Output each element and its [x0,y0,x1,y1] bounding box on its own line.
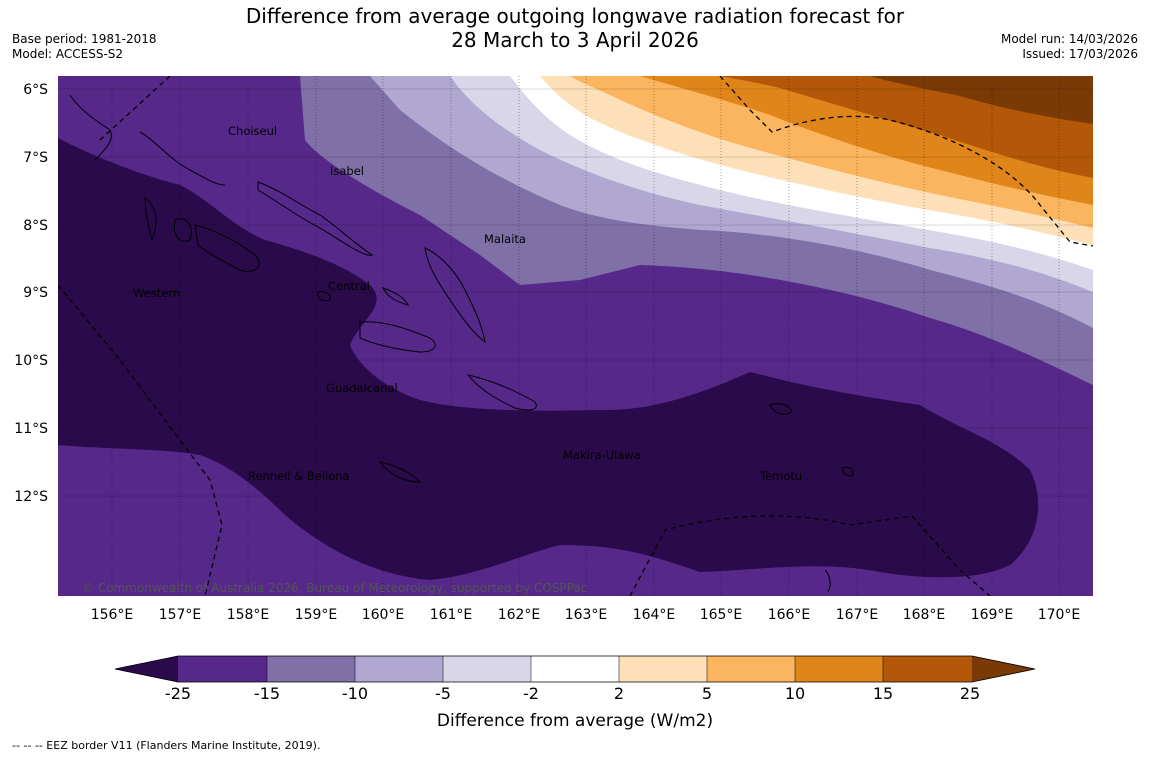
colorbar-tick: -15 [254,684,280,703]
lon-label: 170°E [1038,607,1081,623]
island-isabel [257,181,374,256]
colorbar-swatch [443,656,531,682]
colorbar-tick: 10 [785,684,805,703]
label-makira-ulawa: Makira-Ulawa [563,448,641,462]
lat-label: 8°S [23,218,48,234]
lon-label: 157°E [159,607,202,623]
colorbar-tick: 25 [960,684,980,703]
island-utupua [842,467,854,477]
meta-left: Base period: 1981-2018 Model: ACCESS-S2 [12,32,157,62]
colorbar-swatch [355,656,443,682]
island-bougainville [69,94,112,161]
lon-label: 158°E [227,607,270,623]
label-guadalcanal: Guadalcanal [326,381,398,395]
base-period: Base period: 1981-2018 [12,32,157,46]
title-line-2: 28 March to 3 April 2026 [451,28,699,52]
longitude-labels: 156°E 157°E 158°E 159°E 160°E 161°E 162°… [91,607,1081,623]
label-isabel: Isabel [330,164,364,178]
lon-label: 169°E [971,607,1014,623]
island-malaita [424,247,486,344]
island-guadalcanal [359,321,436,353]
colorbar-ticks: -25 -15 -10 -5 -2 2 5 10 15 25 [165,684,980,703]
colorbar-tick: 2 [614,684,624,703]
label-western: Western [133,286,180,300]
colorbar-tick: -5 [435,684,451,703]
band-plus25 [870,76,1093,124]
eez-border [58,76,1093,596]
lat-lines [58,88,1093,497]
colorbar-arrow-right [972,656,1035,682]
lon-label: 165°E [700,607,743,623]
meta-right: Model run: 14/03/2026 Issued: 17/03/2026 [1001,32,1138,62]
colorbar-swatch [531,656,619,682]
lat-label: 12°S [14,489,48,505]
island-vella [144,197,157,242]
colorbar-dividers [266,656,884,682]
latitude-labels: 6°S 7°S 8°S 9°S 10°S 11°S 12°S [14,82,48,505]
lon-label: 167°E [836,607,879,623]
model-run: Model run: 14/03/2026 [1000,32,1138,46]
lon-label: 166°E [768,607,811,623]
island-choiseul [139,131,226,186]
lat-label: 6°S [23,82,48,98]
lon-label: 168°E [903,607,946,623]
island-santa-cruz [769,403,793,415]
lon-label: 161°E [430,607,473,623]
band-minus25 [58,138,1039,580]
colorbar-outline [114,655,1036,683]
island-kolombangara [173,218,192,242]
colorbar: -25 -15 -10 -5 -2 2 5 10 15 25 Differenc… [114,655,1036,731]
label-temotu: Temotu [759,469,802,483]
colorbar-arrow-left [115,656,178,682]
colorbar-swatch [267,656,355,682]
lat-label: 10°S [14,353,48,369]
colorbar-tick: -10 [342,684,368,703]
lon-label: 163°E [565,607,608,623]
label-choiseul: Choiseul [228,124,277,138]
lon-label: 160°E [362,607,405,623]
colorbar-swatch [883,656,972,682]
colorbar-swatch [178,656,267,682]
island-vanikoro [824,569,831,593]
lon-label: 162°E [498,607,541,623]
colorbar-swatch [795,656,883,682]
lat-label: 11°S [14,421,48,437]
lon-label: 159°E [295,607,338,623]
coastlines [69,94,854,593]
colorbar-label: Difference from average (W/m2) [437,711,713,731]
lat-label: 9°S [23,285,48,301]
colorbar-swatch [707,656,795,682]
place-labels: Choiseul Isabel Malaita Western Central … [133,124,802,483]
label-malaita: Malaita [484,232,526,246]
eez-note: -- -- -- EEZ border V11 (Flanders Marine… [12,739,321,752]
label-central: Central [328,279,370,293]
model-name: Model: ACCESS-S2 [12,47,124,61]
lon-label: 156°E [91,607,134,623]
colorbar-swatch [619,656,707,682]
issued-date: Issued: 17/03/2026 [1022,47,1138,61]
colorbar-tick: 5 [702,684,712,703]
colorbar-tick: -25 [165,684,191,703]
island-rennell [378,461,422,483]
island-new-georgia [194,224,260,272]
title-line-1: Difference from average outgoing longwav… [245,4,905,28]
island-florida [382,287,409,306]
colorbar-tick: -2 [523,684,539,703]
colorbar-tick: 15 [873,684,893,703]
label-rennell-bellona: Rennell & Bellona [248,469,350,483]
lon-label: 164°E [633,607,676,623]
map-title: Difference from average outgoing longwav… [0,4,1150,52]
lat-label: 7°S [23,150,48,166]
map-area: Choiseul Isabel Malaita Western Central … [58,76,1093,596]
island-russell [317,291,331,301]
copyright-notice: © Commonwealth of Australia 2026, Bureau… [82,581,587,595]
island-makira [466,374,537,411]
